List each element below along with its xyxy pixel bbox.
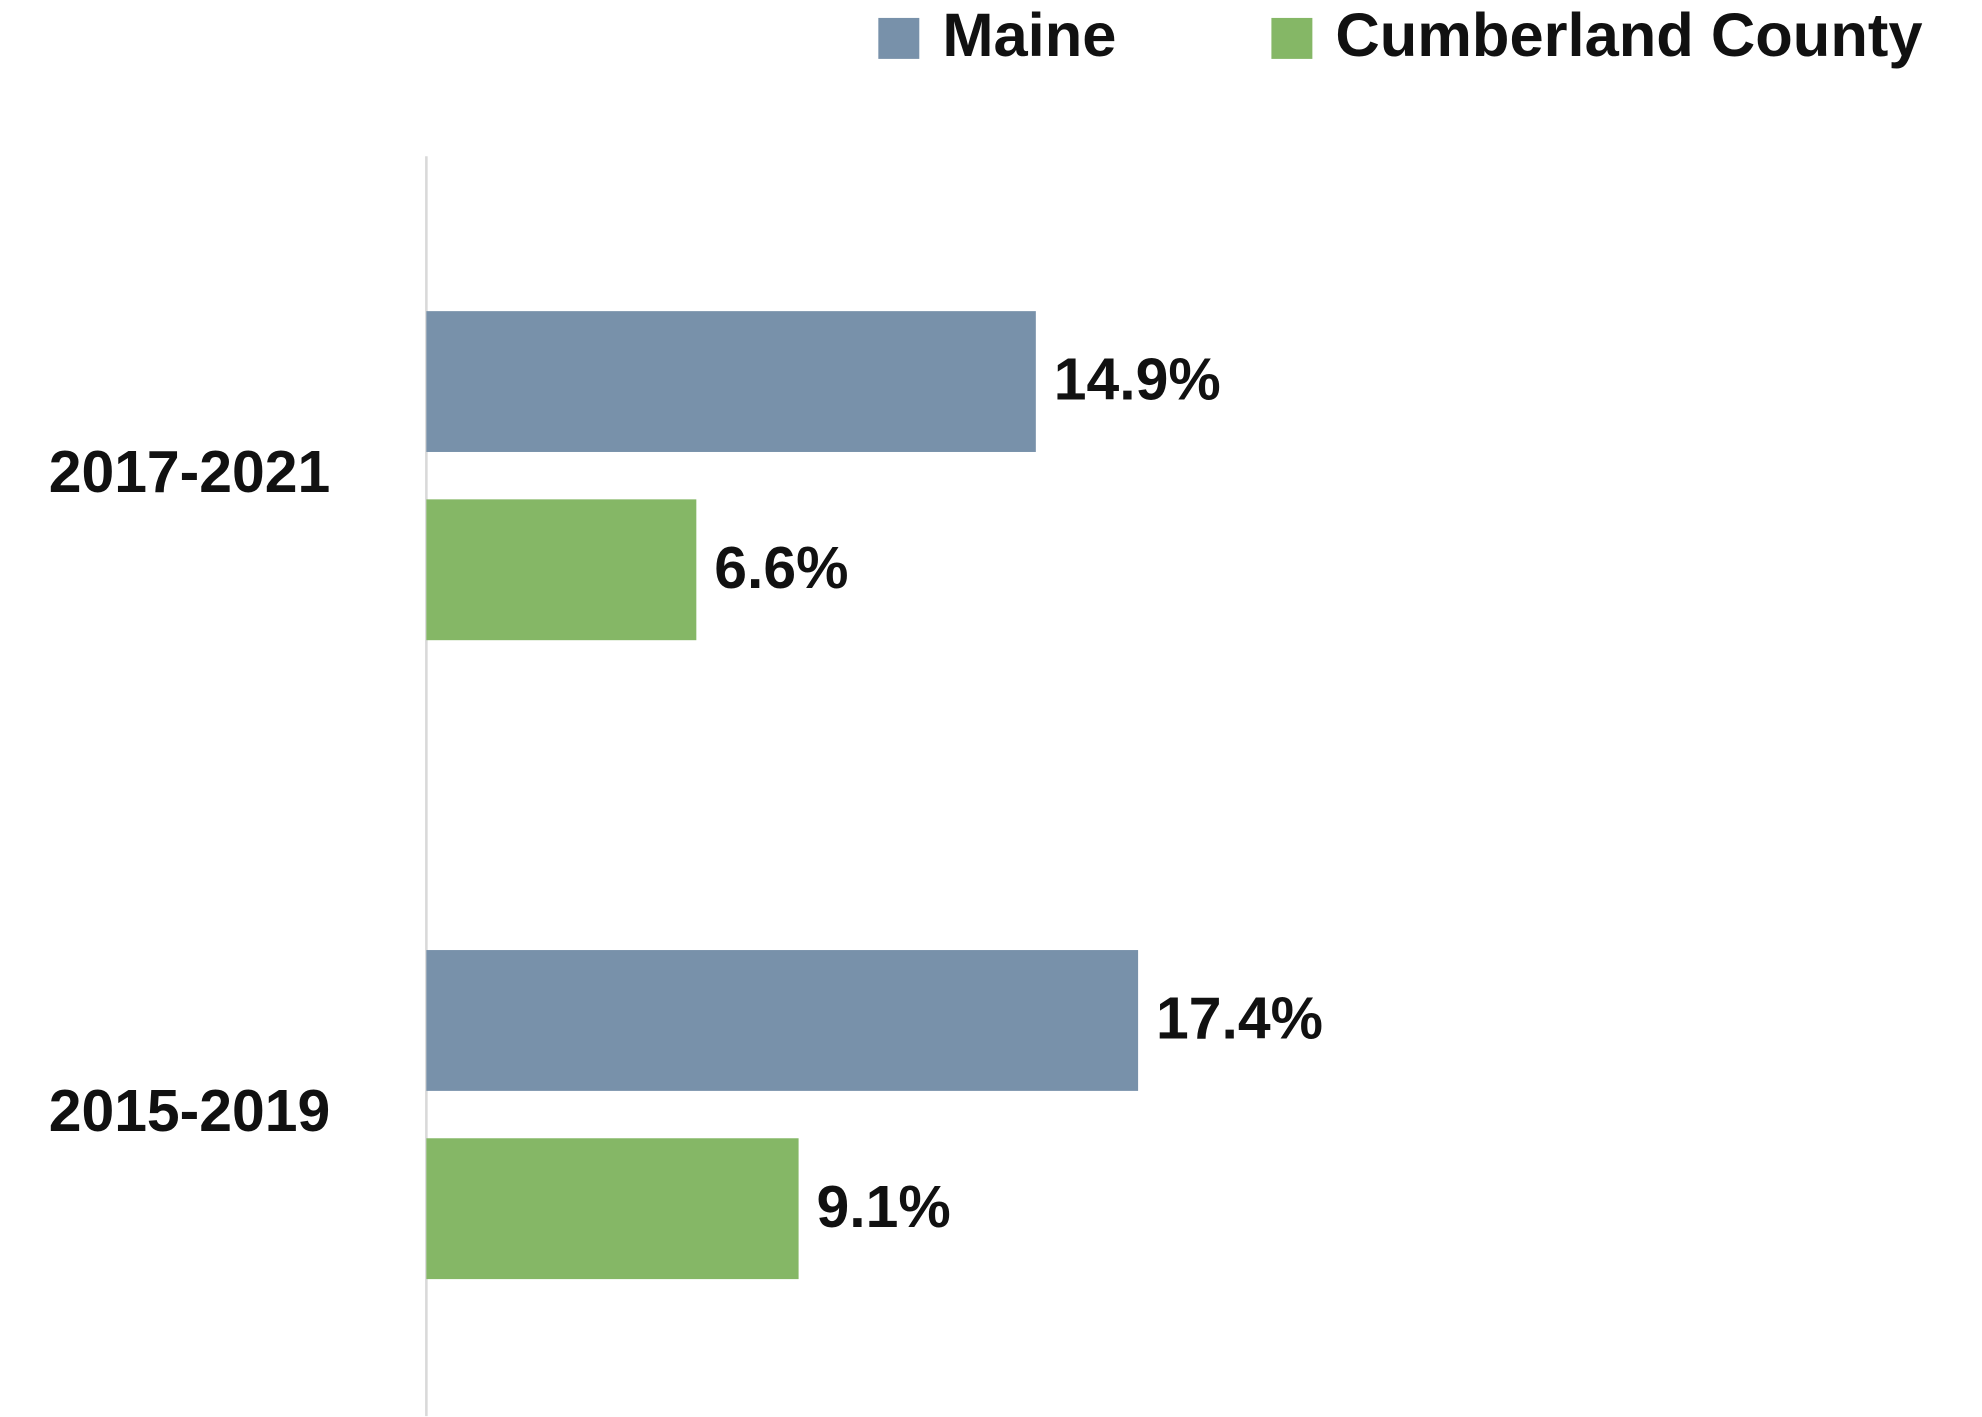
bar — [426, 499, 697, 641]
value-label: 14.9% — [1054, 348, 1221, 413]
bar — [426, 950, 1139, 1091]
value-label: 9.1% — [817, 1175, 951, 1240]
bar — [426, 311, 1036, 452]
bar — [426, 1138, 799, 1280]
legend-label: Cumberland County — [1335, 1, 1922, 70]
legend-label: Maine — [942, 1, 1116, 70]
value-label: 6.6% — [714, 536, 848, 601]
legend-swatch — [878, 17, 920, 59]
category-label: 2017-2021 — [49, 440, 331, 505]
legend-swatch — [1271, 17, 1313, 59]
value-label: 17.4% — [1156, 987, 1323, 1052]
category-label: 2015-2019 — [49, 1079, 331, 1144]
